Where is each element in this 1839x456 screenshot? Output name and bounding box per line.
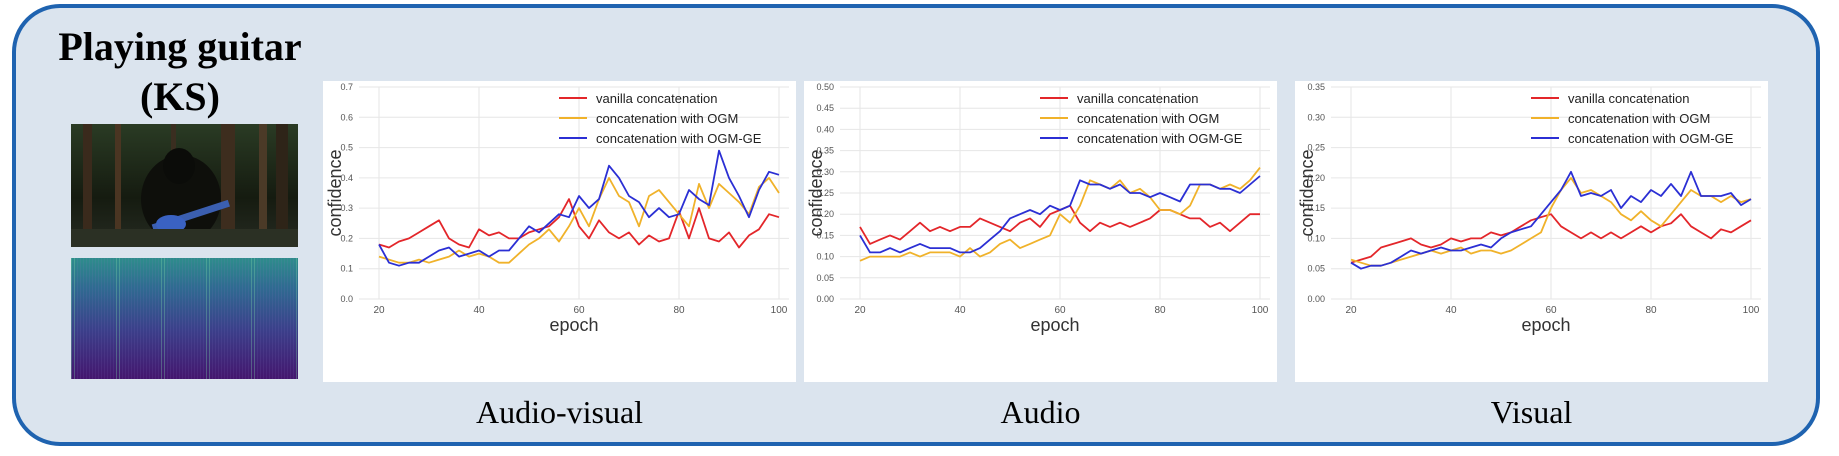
y-tick-label: 0.15 [816,230,834,240]
y-tick-label: 0.15 [1307,203,1325,213]
series-line-ogm-ge [1350,170,1752,270]
y-tick-label: 0.20 [1307,173,1325,183]
x-tick-label: 20 [1345,305,1357,316]
x-tick-label: 40 [473,305,485,316]
y-tick-label: 0.35 [1307,82,1325,92]
chart-panel-visual: 0.00 0.05 0.10 0.15 0.20 0.25 0.30 0.35 20 40 60 80… [1295,81,1768,382]
chart-audio: 0.00 0.05 0.10 0.15 0.20 0.25 0.30 0.35 0.40 0.45… [806,82,1270,335]
series-line-ogm [378,177,780,264]
y-tick-label: 0.7 [340,82,353,92]
series-line-ogm-ge [378,149,780,267]
legend-label-ogm: concatenation with OGM [1568,111,1710,126]
y-tick-label: 0.10 [816,252,834,262]
y-tick-label: 0.40 [816,124,834,134]
y-tick-label: 0.25 [1307,143,1325,153]
guitar-video-frame [71,124,298,247]
legend-label-vanilla: vanilla concatenation [1077,91,1198,106]
series-line-ogm-ge [859,175,1261,254]
y-tick-label: 0.20 [816,209,834,219]
y-axis-label: confidence [1297,149,1317,236]
legend-label-ogm: concatenation with OGM [596,111,738,126]
y-tick-label: 0.10 [1307,233,1325,243]
x-tick-label: 100 [771,305,788,316]
y-tick-label: 0.2 [340,233,353,243]
x-axis-label: epoch [549,315,598,335]
y-tick-label: 0.50 [816,82,834,92]
chart-panel-audio-visual: 0.0 0.1 0.2 0.3 0.4 0.5 0.6 0.7 20 40 60 80 100 epoch… [323,81,796,382]
caption-audio: Audio [1000,394,1081,430]
x-axis-label: epoch [1521,315,1570,335]
legend-label-vanilla: vanilla concatenation [596,91,717,106]
y-tick-label: 0.6 [340,112,353,122]
y-tick-label: 0.30 [1307,112,1325,122]
x-tick-label: 60 [1545,305,1557,316]
y-tick-label: 0.4 [340,173,353,183]
legend-label-ogm-ge: concatenation with OGM-GE [1568,131,1734,146]
y-tick-label: 0.25 [816,188,834,198]
caption-visual: Visual [1490,394,1573,430]
chart-audio-visual: 0.0 0.1 0.2 0.3 0.4 0.5 0.6 0.7 20 40 60 80 100 epoch… [325,82,789,335]
figure-title: Playing guitar (KS) [40,22,320,122]
x-tick-label: 60 [1054,305,1066,316]
audio-spectrogram [71,258,298,379]
caption-audio-visual: Audio-visual [475,394,644,430]
legend-label-ogm-ge: concatenation with OGM-GE [1077,131,1243,146]
x-tick-label: 100 [1743,305,1760,316]
legend-label-vanilla: vanilla concatenation [1568,91,1689,106]
figure-title-line-2: (KS) [140,74,220,119]
x-tick-label: 20 [373,305,385,316]
x-tick-label: 60 [573,305,585,316]
x-tick-label: 80 [1645,305,1657,316]
audio-spectrogram-image [71,258,298,379]
y-axis-label: confidence [806,149,826,236]
series-line-ogm [1350,177,1752,267]
x-tick-label: 80 [673,305,685,316]
y-tick-label: 0.1 [340,264,353,274]
x-tick-label: 100 [1252,305,1269,316]
series-line-vanilla [378,198,780,249]
y-axis-label: confidence [325,149,345,236]
chart-panel-audio: 0.00 0.05 0.10 0.15 0.20 0.25 0.30 0.35 0.40 0.45… [804,81,1277,382]
guitar-video-frame-image [71,124,298,247]
y-tick-label: 0.0 [340,294,353,304]
y-tick-label: 0.30 [816,167,834,177]
y-tick-label: 0.00 [1307,294,1325,304]
y-tick-label: 0.45 [816,103,834,113]
legend-label-ogm-ge: concatenation with OGM-GE [596,131,762,146]
x-tick-label: 40 [954,305,966,316]
legend-label-ogm: concatenation with OGM [1077,111,1219,126]
chart-visual: 0.00 0.05 0.10 0.15 0.20 0.25 0.30 0.35 20 40 60 80… [1297,82,1761,335]
x-tick-label: 40 [1445,305,1457,316]
y-tick-label: 0.3 [340,203,353,213]
y-tick-label: 0.35 [816,146,834,156]
series-line-ogm [859,167,1261,262]
x-axis-label: epoch [1030,315,1079,335]
y-tick-label: 0.00 [816,294,834,304]
x-tick-label: 80 [1154,305,1166,316]
figure-title-line-1: Playing guitar [58,24,302,69]
y-tick-label: 0.05 [1307,264,1325,274]
series-line-vanilla [1350,213,1752,264]
x-tick-label: 20 [854,305,866,316]
y-tick-label: 0.05 [816,273,834,283]
y-tick-label: 0.5 [340,143,353,153]
